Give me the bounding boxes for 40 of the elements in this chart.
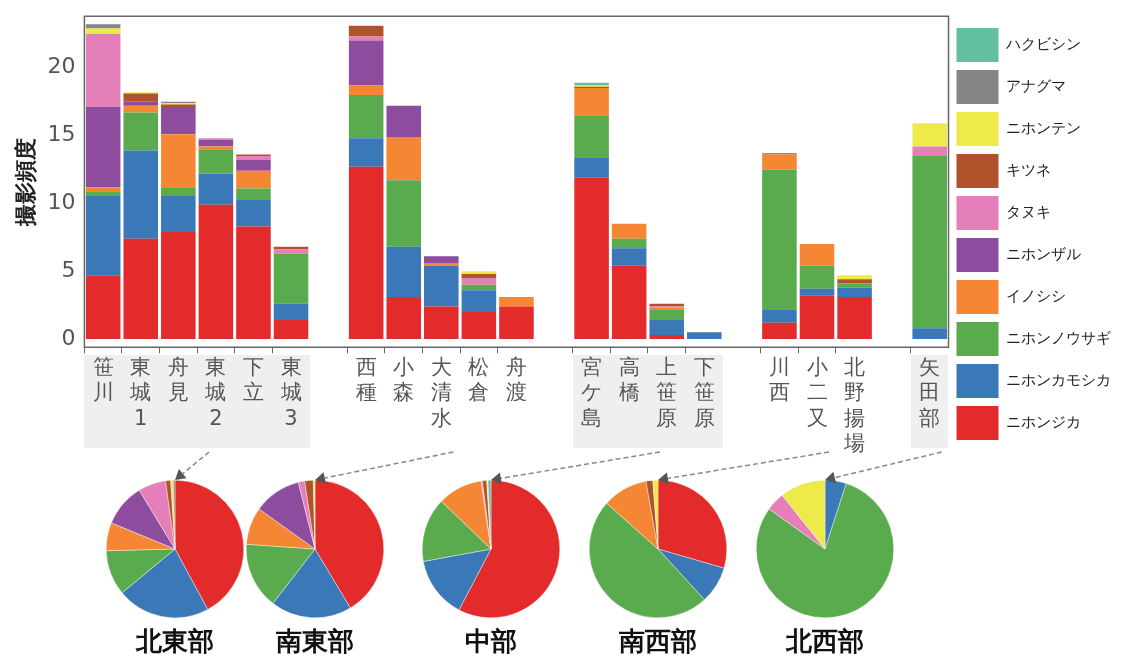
text: 南西部	[618, 625, 698, 658]
legend-label: ニホンテン	[1006, 118, 1081, 137]
x-tick-label: 大清水	[430, 355, 452, 430]
y-tick-label: 15	[47, 121, 76, 147]
x-tick-label: 舟見	[167, 355, 189, 405]
legend-label: イノシシ	[1006, 286, 1066, 305]
text: 北西部	[784, 625, 865, 658]
x-tick-label: 笹川	[92, 355, 114, 405]
legend-label: ニホンジカ	[1006, 412, 1081, 431]
legend-label: タヌキ	[1006, 202, 1051, 221]
x-tick-label: 川西	[768, 355, 790, 405]
x-tick-label: 小森	[393, 355, 415, 405]
legend-label: アナグマ	[1006, 76, 1066, 95]
legend-label: ハクビシン	[1005, 34, 1081, 53]
text: 南東部	[275, 625, 355, 658]
x-tick-label: 西種	[355, 355, 377, 405]
x-tick-label: 北野揚場	[843, 355, 866, 455]
legend-label: ニホンノウサギ	[1006, 328, 1111, 347]
x-tick-label: 下立	[242, 355, 264, 405]
x-tick-label: 矢田部	[919, 355, 941, 430]
x-tick-label: 松倉	[468, 355, 490, 405]
text: 北東部	[134, 625, 215, 658]
legend-label: キツネ	[1006, 160, 1051, 179]
x-tick-label: 宮ケ島	[580, 355, 603, 430]
x-tick-label: 上笹原	[656, 355, 678, 430]
x-tick-label: 東城2	[204, 355, 227, 430]
x-tick-label: 東城1	[129, 355, 152, 430]
x-tick-label: 舟渡	[505, 355, 527, 405]
x-tick-label: 東城3	[279, 355, 302, 430]
x-tick-label: 小二又	[806, 355, 828, 430]
legend-label: ニホンザル	[1006, 244, 1081, 263]
x-tick-label: 高橋	[618, 355, 640, 405]
y-tick-label: 5	[61, 256, 76, 282]
text: 中部	[464, 625, 518, 658]
legend-label: ニホンカモシカ	[1006, 370, 1111, 389]
y-tick-label: 0	[61, 324, 76, 350]
x-tick-label: 下笹原	[693, 355, 715, 430]
y-axis-title: 撮影頻度	[12, 137, 38, 227]
y-tick-label: 20	[47, 53, 76, 79]
y-tick-label: 10	[47, 189, 76, 215]
